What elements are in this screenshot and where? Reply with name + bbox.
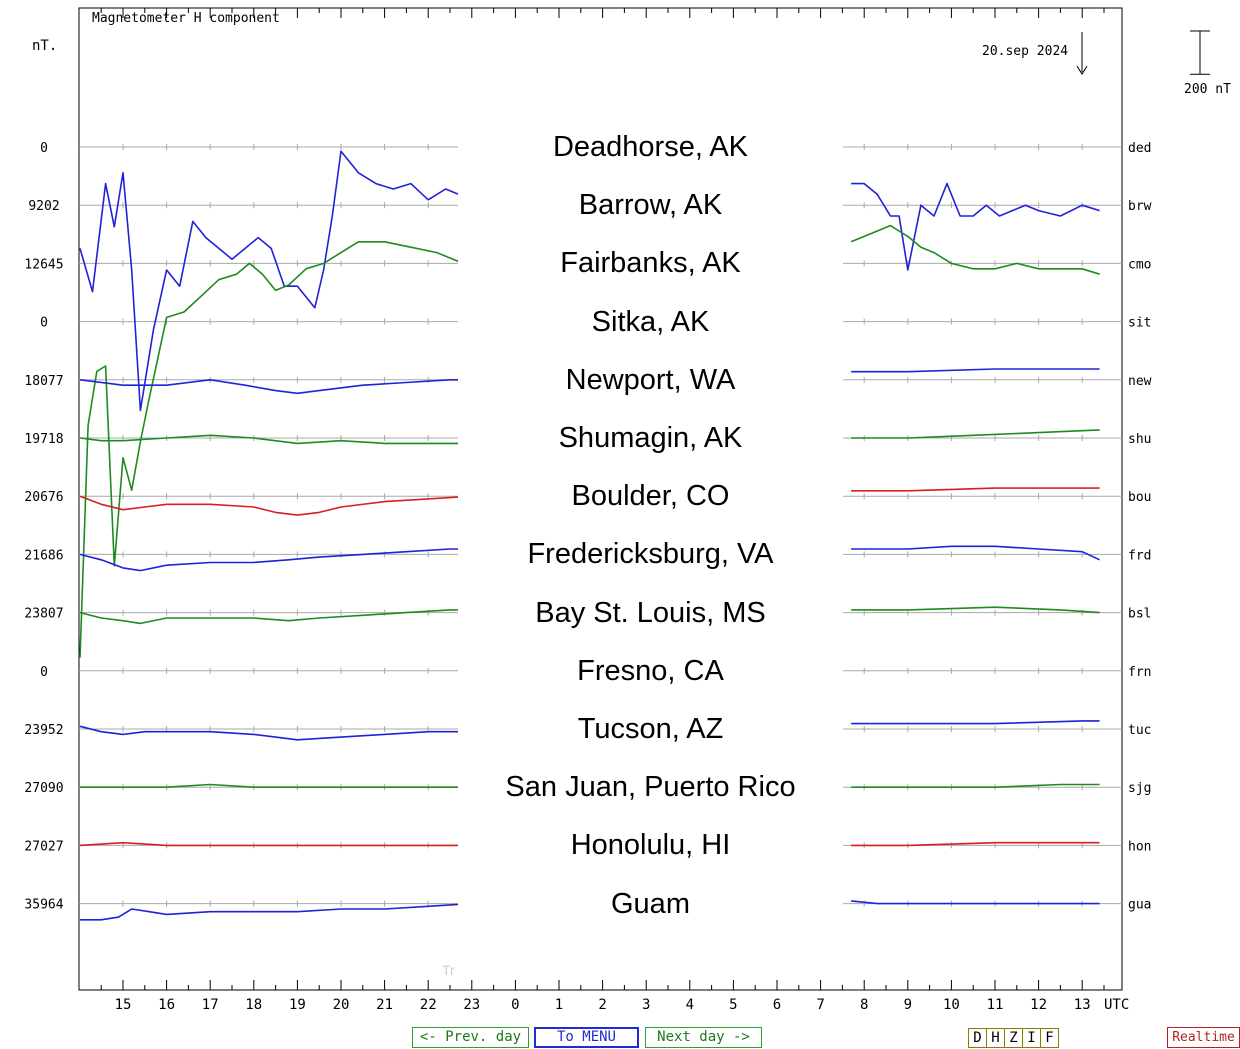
baseline-label-frn: 0 [40, 665, 48, 680]
x-tick-label: 19 [289, 997, 306, 1013]
x-tick-label: 21 [376, 997, 393, 1013]
baseline-label-gua: 35964 [24, 898, 63, 913]
chart-title: Magnetometer H component [92, 11, 280, 26]
station-code-brw: brw [1128, 199, 1152, 214]
plot-frame [78, 7, 1123, 991]
component-i-button[interactable]: I [1022, 1028, 1041, 1048]
trace-brw [79, 150, 1100, 412]
station-name: San Juan, Puerto Rico [505, 771, 796, 804]
x-tick-label: 3 [642, 997, 650, 1013]
trace-hon [79, 841, 1100, 847]
trace-bou [79, 487, 1100, 516]
trace-new [79, 368, 1100, 395]
baseline-label-sjg: 27090 [24, 781, 63, 796]
station-code-gua: gua [1128, 898, 1151, 913]
x-tick-label: 5 [729, 997, 737, 1013]
x-tick-label: 10 [943, 997, 960, 1013]
station-code-shu: shu [1128, 432, 1151, 447]
x-tick-label: 4 [686, 997, 694, 1013]
x-unit-label: UTC [1104, 997, 1129, 1013]
component-h-button[interactable]: H [986, 1028, 1005, 1048]
x-tick-label: 18 [245, 997, 262, 1013]
baseline-label-tuc: 23952 [24, 723, 63, 738]
component-f-button[interactable]: F [1040, 1028, 1059, 1048]
station-code-sjg: sjg [1128, 781, 1151, 796]
prev-day-button[interactable]: <- Prev. day [412, 1027, 529, 1048]
faint-text: Tr [442, 962, 455, 978]
trace-tuc [79, 720, 1100, 741]
x-tick-label: 12 [1030, 997, 1047, 1013]
date-label: 20.sep 2024 [982, 44, 1068, 59]
to-menu-button[interactable]: To MENU [534, 1027, 639, 1048]
scale-label: 200 nT [1184, 82, 1231, 97]
x-tick-label: 1 [555, 997, 563, 1013]
x-tick-label: 7 [816, 997, 824, 1013]
x-tick-label: 2 [598, 997, 606, 1013]
station-name: Barrow, AK [578, 189, 723, 222]
next-day-button[interactable]: Next day -> [645, 1027, 762, 1048]
baseline-label-ded: 0 [40, 141, 48, 156]
station-name-overlay: Deadhorse, AK Barrow, AK Fairbanks, AK Sitk… [458, 116, 843, 978]
x-tick-label: 8 [860, 997, 868, 1013]
station-name: Shumagin, AK [558, 422, 743, 454]
baseline-label-shu: 19718 [24, 432, 63, 447]
x-tick-label: 11 [987, 997, 1004, 1013]
station-name: Sitka, AK [591, 305, 710, 338]
baseline-label-cmo: 12645 [24, 257, 63, 272]
trace-sjg [80, 783, 1100, 788]
baseline-label-brw: 9202 [28, 199, 59, 214]
station-code-hon: hon [1128, 839, 1151, 854]
x-tick-label: 17 [202, 997, 219, 1013]
x-tick-label: 0 [511, 997, 519, 1013]
station-name: Fredericksburg, VA [527, 538, 774, 571]
x-tick-label: 13 [1074, 997, 1091, 1013]
trace-bsl [79, 606, 1100, 625]
station-name: Boulder, CO [571, 480, 730, 513]
station-code-frn: frn [1128, 665, 1151, 680]
trace-gua [80, 900, 1100, 921]
station-code-sit: sit [1128, 316, 1151, 331]
baseline-label-bou: 20676 [24, 490, 63, 505]
baseline-label-new: 18077 [24, 374, 63, 389]
component-z-button[interactable]: Z [1004, 1028, 1023, 1048]
trace-frd [79, 545, 1100, 572]
baseline-label-sit: 0 [40, 316, 48, 331]
baseline-label-bsl: 23807 [24, 607, 63, 622]
x-tick-label: 6 [773, 997, 781, 1013]
x-tick-label: 20 [333, 997, 350, 1013]
station-name: Newport, WA [565, 363, 736, 396]
x-tick-label: 15 [115, 997, 132, 1013]
station-name: Fresno, CA [577, 654, 724, 687]
x-tick-label: 23 [463, 997, 480, 1013]
trace-shu [79, 429, 1100, 445]
baseline-label-frd: 21686 [24, 548, 63, 563]
date-marker-arrowhead [1076, 65, 1088, 75]
station-name: Deadhorse, AK [552, 131, 749, 163]
station-name: Honolulu, HI [570, 829, 731, 862]
station-name: Guam [611, 887, 690, 920]
x-tick-label: 9 [904, 997, 912, 1013]
station-code-bsl: bsl [1128, 607, 1151, 622]
station-name: Fairbanks, AK [560, 247, 741, 280]
trace-cmo [79, 224, 1100, 658]
unit-label: nT. [32, 38, 57, 54]
station-code-new: new [1128, 374, 1152, 389]
station-code-cmo: cmo [1128, 257, 1151, 272]
x-tick-label: 22 [420, 997, 437, 1013]
x-tick-label: 16 [158, 997, 175, 1013]
baseline-label-hon: 27027 [24, 839, 63, 854]
realtime-button[interactable]: Realtime [1167, 1027, 1240, 1048]
station-name: Bay St. Louis, MS [535, 596, 766, 629]
station-code-ded: ded [1128, 141, 1151, 156]
station-code-bou: bou [1128, 490, 1151, 505]
station-code-frd: frd [1128, 548, 1151, 563]
station-name: Tucson, AZ [577, 713, 724, 745]
station-code-tuc: tuc [1128, 723, 1151, 738]
component-d-button[interactable]: D [968, 1028, 987, 1048]
